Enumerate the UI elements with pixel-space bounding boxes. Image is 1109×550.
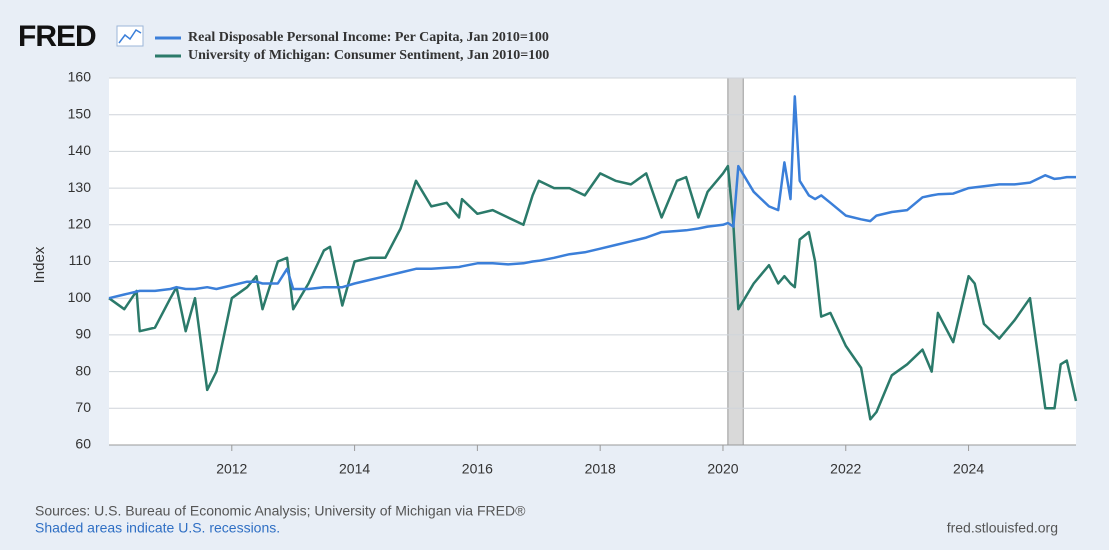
y-tick-label: 140 — [68, 142, 92, 158]
y-tick-label: 160 — [68, 69, 92, 85]
sources: Sources: U.S. Bureau of Economic Analysi… — [35, 503, 526, 519]
x-tick-label: 2018 — [585, 461, 616, 477]
y-axis-label: Index — [31, 246, 48, 283]
x-tick-label: 2024 — [953, 461, 984, 477]
x-tick-label: 2016 — [462, 461, 493, 477]
x-tick-label: 2012 — [216, 461, 247, 477]
y-tick-label: 150 — [68, 105, 92, 121]
y-tick-label: 110 — [69, 252, 92, 268]
logo-icon — [116, 25, 144, 47]
x-tick-label: 2022 — [830, 461, 861, 477]
recession-note: Shaded areas indicate U.S. recessions. — [35, 520, 280, 536]
y-tick-label: 130 — [68, 179, 92, 195]
site: fred.stlouisfed.org — [947, 520, 1058, 536]
y-tick-label: 100 — [68, 289, 92, 305]
y-tick-label: 70 — [75, 399, 91, 415]
y-tick-label: 120 — [68, 216, 92, 232]
series-line — [108, 164, 1078, 421]
legend-label: Real Disposable Personal Income: Per Cap… — [188, 30, 549, 45]
x-tick-label: 2014 — [339, 461, 370, 477]
x-tick-label: 2020 — [707, 461, 738, 477]
y-tick-label: 60 — [75, 436, 91, 452]
y-tick-label: 90 — [75, 326, 91, 342]
logo: FRED — [18, 20, 96, 53]
series-line — [108, 95, 1076, 300]
legend-label: University of Michigan: Consumer Sentime… — [188, 48, 549, 63]
y-tick-label: 80 — [75, 362, 91, 378]
